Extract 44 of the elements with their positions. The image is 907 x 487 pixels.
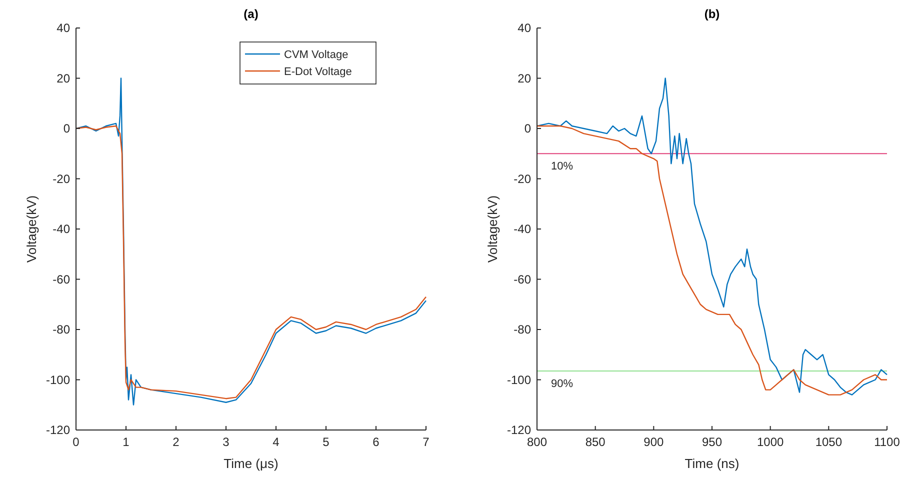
x-axis-title: Time (ns)	[684, 456, 740, 471]
y-tick-label: -60	[514, 272, 532, 286]
y-tick-label: 20	[518, 71, 532, 86]
x-tick-label: 0	[72, 435, 80, 449]
chart-title: (b)	[704, 7, 720, 21]
y-axis-title: Voltage(kV)	[24, 195, 39, 263]
y-tick-label: 20	[56, 71, 70, 86]
annotation: 10%	[551, 160, 574, 173]
y-tick-label: -80	[52, 322, 70, 336]
x-tick-label: 800	[526, 435, 548, 449]
y-tick-label: -100	[506, 372, 532, 387]
y-tick-label: -40	[514, 222, 532, 236]
y-tick-label: -120	[46, 423, 70, 437]
y-tick-label: -60	[52, 272, 70, 286]
chart-title: (a)	[244, 7, 258, 21]
legend-label: CVM Voltage	[284, 49, 348, 61]
x-tick-label: 850	[585, 435, 606, 449]
x-tick-label: 1000	[756, 435, 784, 449]
x-tick-label: 6	[372, 435, 380, 449]
y-tick-label: -20	[52, 172, 70, 186]
x-tick-label: 7	[422, 435, 430, 449]
x-tick-label: 3	[222, 435, 230, 449]
y-tick-label: 0	[524, 122, 532, 136]
legend-label: E-Dot Voltage	[284, 66, 352, 78]
x-tick-label: 1100	[874, 435, 900, 449]
y-tick-label: -80	[514, 322, 532, 336]
x-tick-label: 5	[322, 435, 330, 449]
y-tick-label: -100	[46, 372, 70, 387]
x-tick-label: 4	[272, 435, 280, 449]
y-tick-label: -120	[506, 423, 532, 437]
x-tick-label: 900	[644, 435, 664, 449]
y-tick-label: 40	[518, 21, 532, 35]
x-axis-title: Time (μs)	[224, 456, 278, 471]
y-tick-label: 0	[63, 122, 70, 136]
y-tick-label: -40	[52, 222, 70, 236]
y-tick-label: -20	[514, 172, 532, 186]
x-tick-label: 1	[122, 435, 130, 449]
annotation: 90%	[551, 378, 574, 390]
line-series	[75, 125, 427, 400]
x-tick-label: 950	[702, 435, 722, 449]
y-tick-label: 40	[56, 21, 70, 35]
y-axis-title: Voltage(kV)	[485, 195, 500, 263]
x-tick-label: 1050	[815, 435, 842, 449]
x-tick-label: 2	[172, 435, 180, 449]
